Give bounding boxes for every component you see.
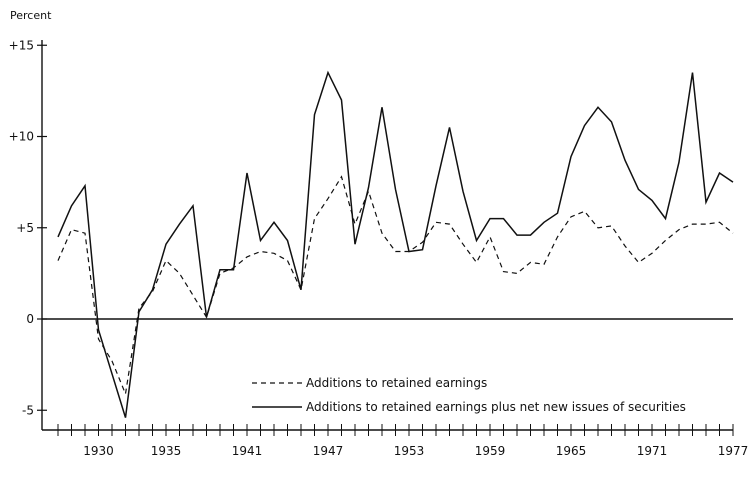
series-line-1 <box>57 175 734 397</box>
y-axis-title: Percent <box>10 9 52 22</box>
x-tick-label: 1930 <box>83 444 114 458</box>
x-tick-label: 1947 <box>313 444 344 458</box>
x-tick-label: 1971 <box>637 444 668 458</box>
y-tick-label: +10 <box>9 130 34 144</box>
x-tick-label: 1941 <box>232 444 263 458</box>
legend: Additions to retained earnings Additions … <box>252 376 686 414</box>
axes: +15 +10 +5 0 -5 1930 1935 1941 1947 1953 1959 1965 1… <box>9 38 749 458</box>
series-line-2 <box>57 70 734 418</box>
legend-label-2: Additions to retained earnings plus net … <box>306 400 686 414</box>
x-tick-label: 1965 <box>556 444 587 458</box>
y-tick-label: -5 <box>22 403 34 417</box>
x-tick-label: 1977 <box>718 444 749 458</box>
y-tick-label: +15 <box>9 38 34 52</box>
x-tick-label: 1959 <box>475 444 506 458</box>
y-tick-label: +5 <box>16 221 34 235</box>
x-tick-label: 1935 <box>151 444 182 458</box>
series-layer <box>57 70 734 418</box>
x-tick-label: 1953 <box>394 444 425 458</box>
y-tick-label: 0 <box>26 312 34 326</box>
legend-label-1: Additions to retained earnings <box>306 376 487 390</box>
